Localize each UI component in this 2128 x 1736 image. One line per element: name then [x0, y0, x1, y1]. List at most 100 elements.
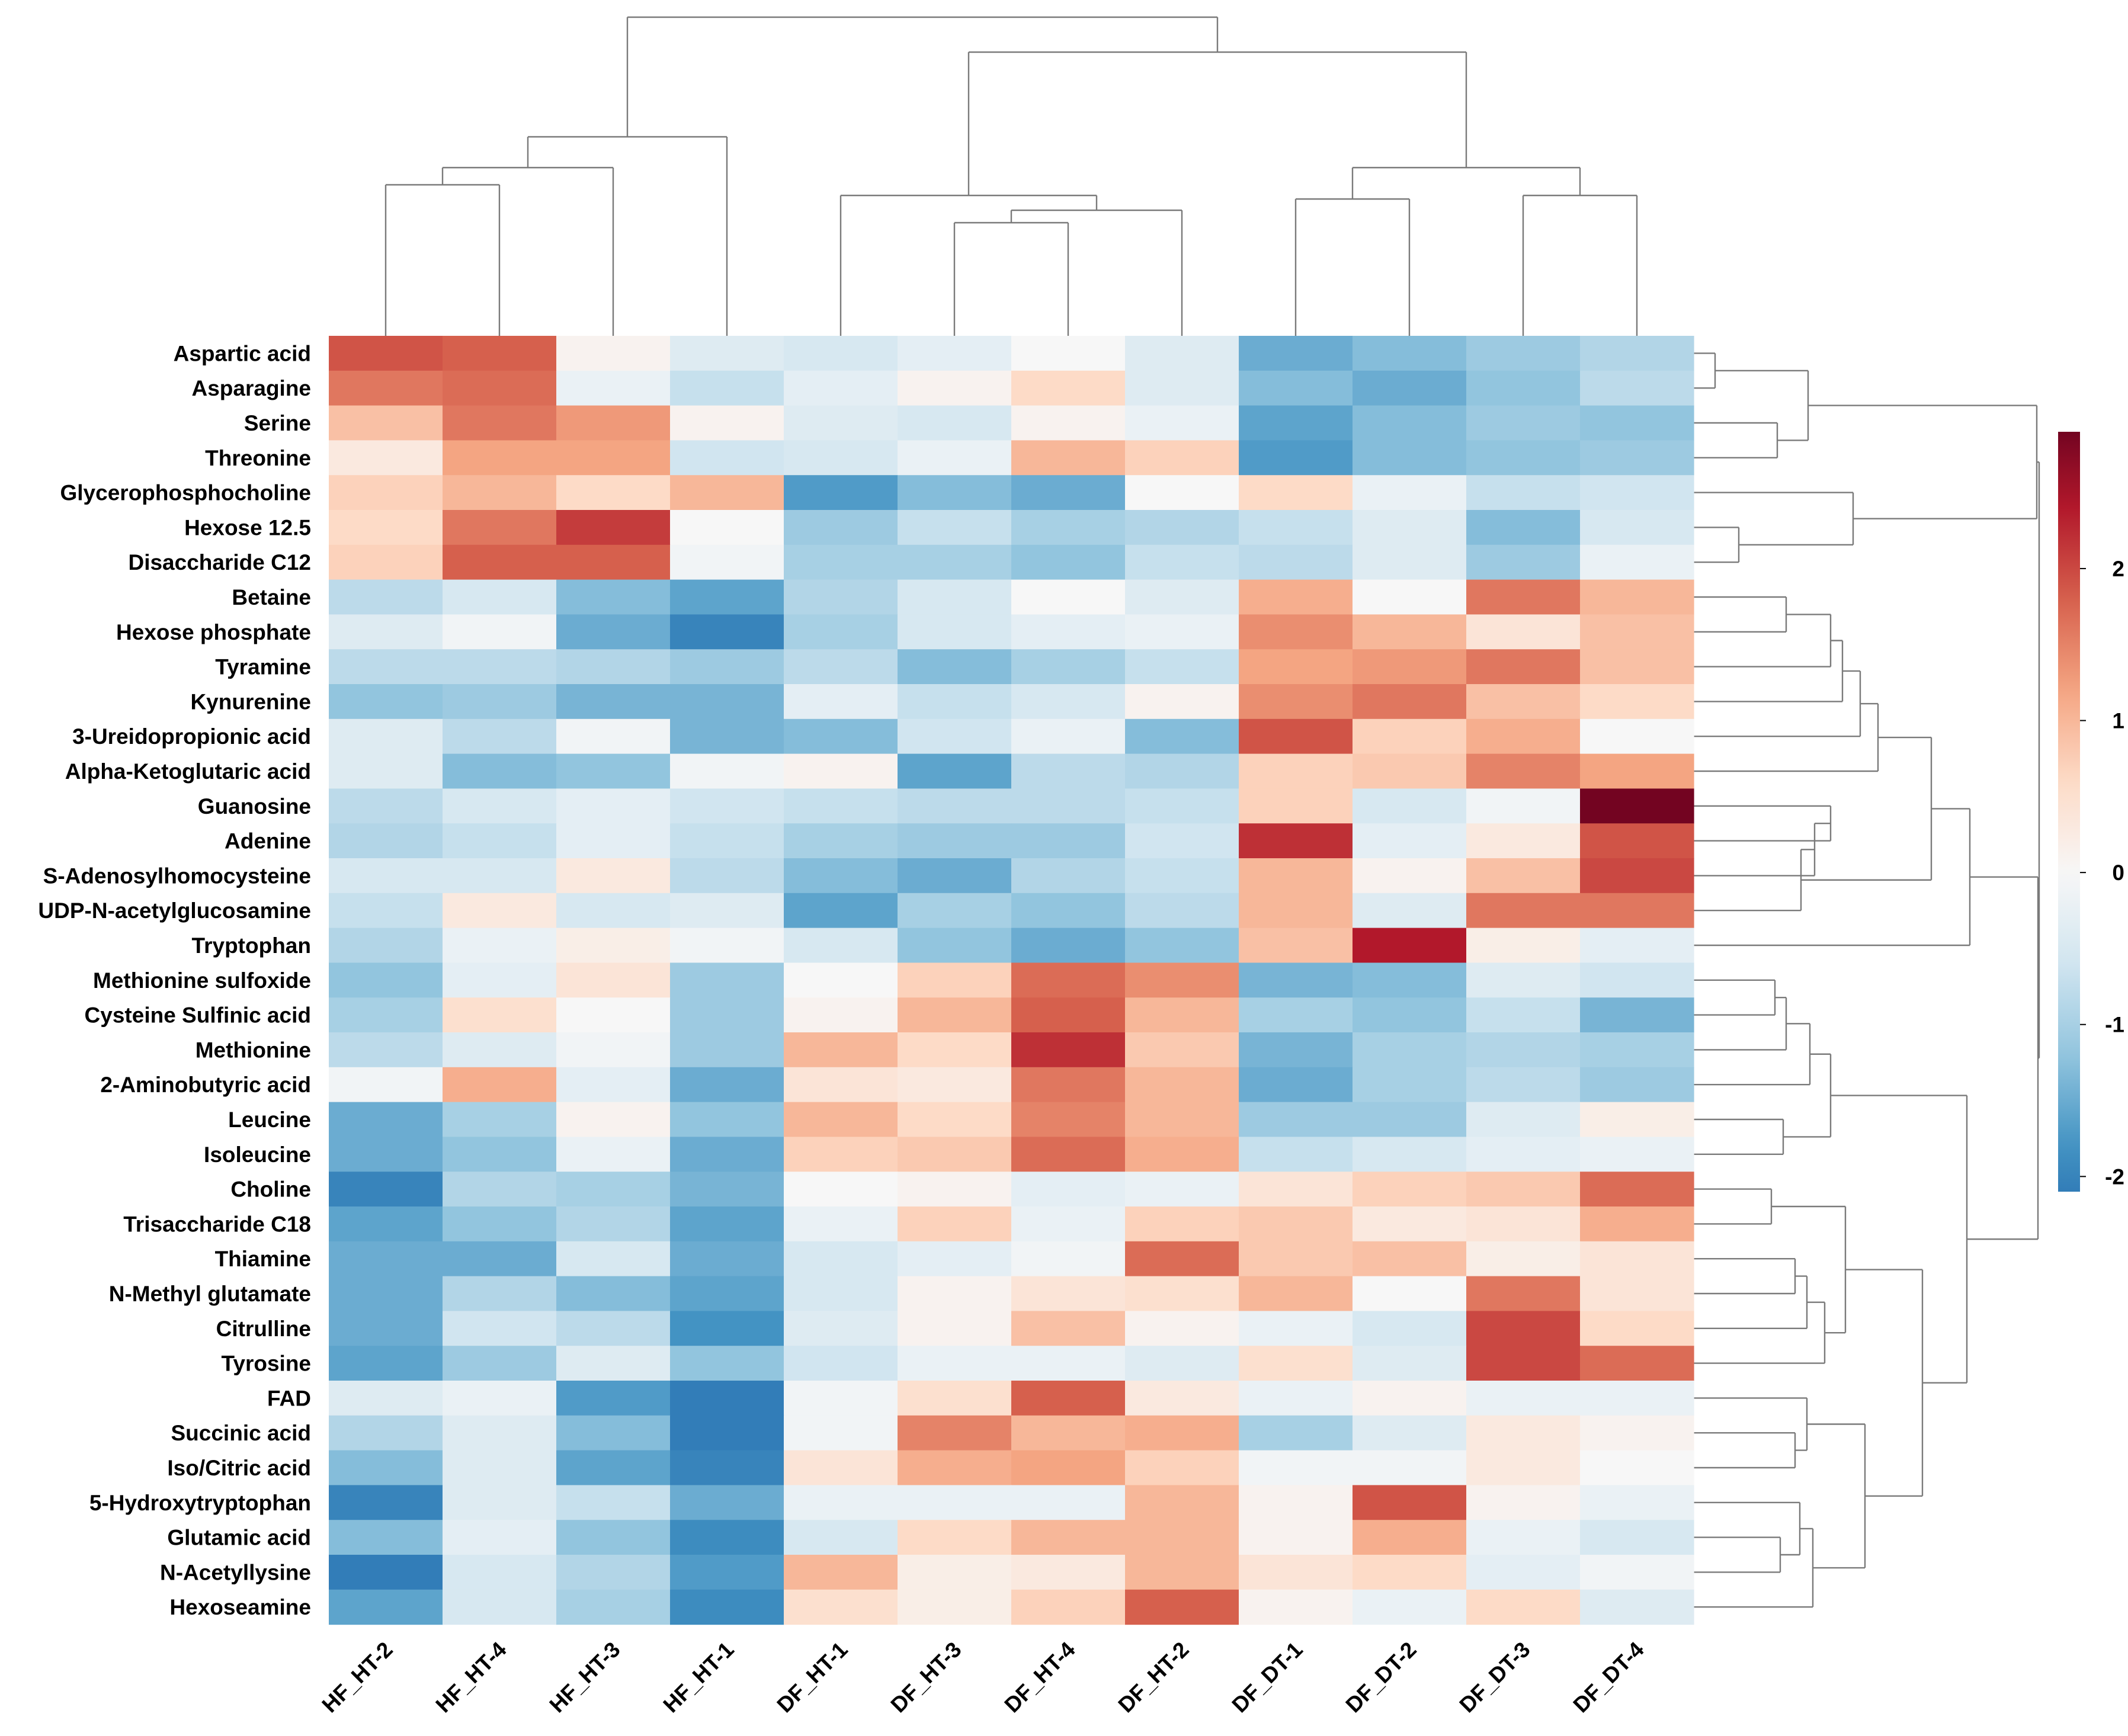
heatmap-cell — [1466, 614, 1581, 650]
heatmap-cell — [556, 405, 671, 441]
heatmap-cell — [1239, 858, 1353, 894]
heatmap-cell — [1011, 1415, 1126, 1451]
heatmap-cell — [670, 1589, 784, 1625]
heatmap-cell — [898, 893, 1012, 929]
heatmap-cell — [556, 962, 671, 998]
heatmap-cell — [329, 1102, 443, 1137]
heatmap-cell — [784, 1381, 898, 1416]
heatmap-cell — [670, 788, 784, 824]
heatmap-cell — [556, 1555, 671, 1590]
heatmap-cell — [329, 1067, 443, 1103]
heatmap-cell — [1353, 997, 1467, 1033]
heatmap-cell — [1580, 475, 1694, 511]
heatmap-cell — [1125, 788, 1239, 824]
heatmap-cell — [784, 753, 898, 789]
heatmap-cell — [1125, 1415, 1239, 1451]
heatmap-cell — [1125, 997, 1239, 1033]
heatmap-cell — [1011, 544, 1126, 580]
heatmap-cell — [670, 858, 784, 894]
heatmap-cell — [1239, 893, 1353, 929]
heatmap-cell — [670, 684, 784, 720]
heatmap-cell — [784, 1415, 898, 1451]
heatmap-cell — [329, 962, 443, 998]
heatmap-cell — [1580, 1485, 1694, 1520]
row-label: Methionine — [196, 1038, 311, 1062]
heatmap-cell — [670, 510, 784, 545]
heatmap-cell — [443, 579, 557, 615]
heatmap-cell — [898, 1346, 1012, 1381]
heatmap-cell — [1011, 1311, 1126, 1346]
heatmap-cell — [329, 1311, 443, 1346]
heatmap-cell — [1239, 788, 1353, 824]
colorbar-tick-label: 2 — [2112, 557, 2124, 581]
heatmap-cell — [670, 1241, 784, 1277]
colorbar-tick-label: 0 — [2112, 861, 2124, 885]
heatmap-cell — [556, 928, 671, 963]
heatmap-cell — [443, 684, 557, 720]
heatmap-cell — [1239, 1172, 1353, 1207]
heatmap-cell — [898, 1555, 1012, 1590]
heatmap-cell — [443, 753, 557, 789]
heatmap-cell — [1239, 544, 1353, 580]
heatmap-cell — [1466, 858, 1581, 894]
heatmap-cell — [1466, 1589, 1581, 1625]
heatmap-cell — [556, 1520, 671, 1555]
heatmap-cell — [1011, 370, 1126, 406]
heatmap-cell — [1580, 997, 1694, 1033]
heatmap-cell — [1011, 1241, 1126, 1277]
heatmap-cell — [329, 1241, 443, 1277]
heatmap-cell — [784, 962, 898, 998]
heatmap-cell — [1011, 823, 1126, 859]
heatmap-cell — [329, 1589, 443, 1625]
heatmap-cell — [1466, 649, 1581, 685]
heatmap-cell — [784, 1555, 898, 1590]
heatmap-cell — [1580, 1555, 1694, 1590]
heatmap-cell — [1011, 1032, 1126, 1068]
heatmap-cell — [1011, 1589, 1126, 1625]
heatmap-cell — [1466, 579, 1581, 615]
heatmap-cell — [1125, 475, 1239, 511]
heatmap-cell — [670, 1137, 784, 1172]
heatmap-cell — [670, 893, 784, 929]
heatmap-cell — [1466, 1485, 1581, 1520]
heatmap-cell — [1580, 1241, 1694, 1277]
row-label: Hexose 12.5 — [184, 515, 311, 540]
heatmap-cell — [1011, 1102, 1126, 1137]
heatmap-cell — [784, 1067, 898, 1103]
heatmap-cell — [784, 510, 898, 545]
heatmap-cell — [556, 1241, 671, 1277]
heatmap-cell — [670, 1311, 784, 1346]
row-label: Methionine sulfoxide — [93, 968, 311, 993]
heatmap-cell — [1580, 649, 1694, 685]
heatmap-cell — [1011, 1067, 1126, 1103]
heatmap-cell — [443, 823, 557, 859]
heatmap-cell — [329, 1276, 443, 1311]
heatmap-cell — [1466, 1276, 1581, 1311]
column-label: DF_HT-1 — [773, 1637, 853, 1717]
row-label: Asparagine — [191, 376, 311, 400]
heatmap-cell — [1125, 1485, 1239, 1520]
heatmap-cell — [1466, 893, 1581, 929]
heatmap-cell — [443, 718, 557, 755]
heatmap-cell — [784, 1206, 898, 1242]
heatmap-cell — [329, 579, 443, 615]
heatmap-cell — [329, 1450, 443, 1485]
heatmap-cell — [898, 997, 1012, 1033]
heatmap-cell — [1353, 1067, 1467, 1103]
heatmap-cell — [784, 893, 898, 929]
heatmap-cell — [1353, 928, 1467, 963]
heatmap-cell — [898, 614, 1012, 650]
heatmap-cell — [1353, 649, 1467, 685]
heatmap-cell — [784, 1311, 898, 1346]
heatmap-cell — [1011, 1206, 1126, 1242]
heatmap-cell — [784, 1520, 898, 1555]
colorbar: -2 -1 0 1 2 — [2058, 432, 2124, 1192]
heatmap-cell — [784, 1589, 898, 1625]
heatmap-cell — [1125, 510, 1239, 545]
heatmap-cell — [443, 649, 557, 685]
heatmap-cell — [1011, 1137, 1126, 1172]
heatmap-cell — [1353, 684, 1467, 720]
heatmap-cell — [1011, 858, 1126, 894]
heatmap-cell — [784, 1276, 898, 1311]
heatmap-cell — [670, 649, 784, 685]
